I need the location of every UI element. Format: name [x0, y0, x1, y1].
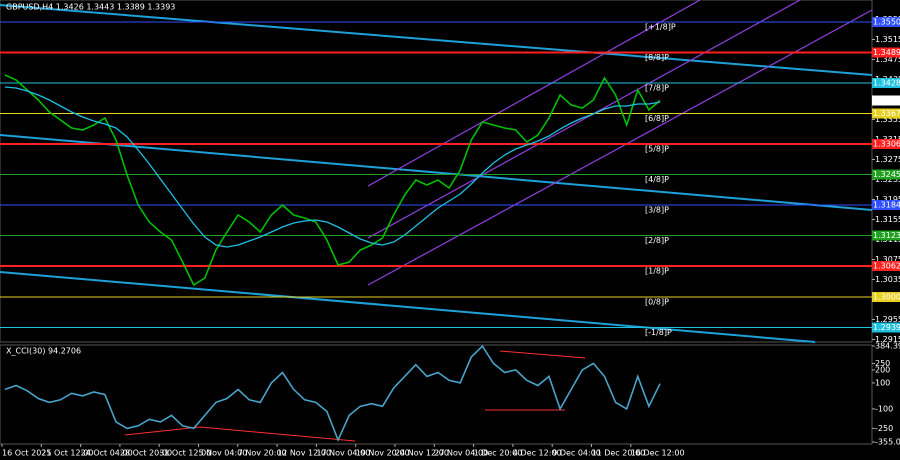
level-price-label: 1.3550	[873, 18, 900, 27]
y-tick-label: 1.3195	[875, 195, 900, 204]
y-tick-label: -250	[875, 424, 893, 433]
time-label: 31 Oct 12:00	[159, 449, 211, 458]
y-tick-label: 1.3515	[875, 35, 900, 44]
indicator-title: X_CCI(30) 94.2706	[6, 347, 81, 356]
trend-line	[0, 4, 873, 76]
level-price-label: 1.3428	[873, 79, 900, 88]
current-price-label: 1.3393	[873, 96, 900, 105]
level-tag: [4/8]P	[645, 175, 669, 184]
level-price-box	[872, 292, 900, 302]
time-label: 1 Dec 20:00	[474, 449, 523, 458]
indicator-panel	[0, 344, 873, 445]
y-tick-label: 1.3155	[875, 215, 900, 224]
level-price-label: 1.3123	[873, 231, 900, 240]
time-label: 16 Oct 2025	[2, 449, 51, 458]
trend-line	[0, 134, 873, 211]
time-label: 5 Nov 04:00	[199, 449, 248, 458]
y-tick-label: 100	[875, 378, 890, 387]
level-tag: [5/8]P	[645, 145, 669, 154]
y-tick-label: 1.3275	[875, 155, 900, 164]
channel-line	[367, 0, 801, 239]
regression-channel	[367, 0, 873, 286]
time-label: 7 Nov 20:00	[238, 449, 287, 458]
level-price-box	[872, 17, 900, 27]
y-tick-label: 1.2915	[875, 335, 900, 344]
level-tag: [-1/8]P	[645, 328, 672, 337]
level-price-box	[872, 78, 900, 88]
divergence	[199, 426, 356, 442]
series-line	[4, 344, 661, 443]
level-price-label: 1.3062	[873, 262, 900, 271]
time-label: 19 Nov 20:00	[356, 449, 410, 458]
time-label: 24 Oct 04:00	[81, 449, 133, 458]
y-tick-label: 1.3475	[875, 55, 900, 64]
level-price-box	[872, 230, 900, 241]
y-tick-label: -100	[875, 404, 893, 413]
time-label: 27 Nov 04:00	[434, 449, 488, 458]
time-label: 17 Nov 04:00	[316, 449, 370, 458]
time-label: 16 Dec 12:00	[631, 449, 685, 458]
y-tick-label: 1.2955	[875, 315, 900, 324]
level-tag: [1/8]P	[645, 267, 669, 276]
y-tick-label: 200	[875, 365, 890, 374]
divergence-lines	[124, 350, 586, 442]
series-line	[4, 74, 661, 287]
level-price-box	[872, 322, 900, 333]
time-label: 4 Dec 12:00	[513, 449, 562, 458]
level-tag: [7/8]P	[645, 84, 669, 93]
level-price-label: 1.3245	[873, 170, 900, 179]
level-price-box	[872, 200, 900, 210]
y-tick-label: -355.0351	[875, 438, 900, 447]
time-label: 12 Nov 12:00	[277, 449, 331, 458]
channel-line	[367, 9, 873, 286]
series-line	[4, 86, 661, 248]
trend-line	[0, 271, 816, 343]
level-price-box	[872, 139, 900, 149]
time-label: 9 Dec 04:00	[552, 449, 601, 458]
y-tick-label: 1.3075	[875, 255, 900, 264]
y-tick-label: 250	[875, 359, 890, 368]
level-price-label: 1.3000	[873, 293, 900, 302]
time-label: 28 Oct 20:00	[120, 449, 172, 458]
level-price-label: 1.3489	[873, 48, 900, 57]
price-panel	[0, 0, 873, 343]
level-tag: [0/8]P	[645, 298, 669, 307]
level-tag: [+1/8]P	[645, 23, 676, 32]
level-price-label: 1.2939	[873, 323, 900, 332]
channel-line	[367, 0, 701, 187]
level-price-box	[872, 169, 900, 180]
y-tick-label: 1.3035	[875, 275, 900, 284]
divergence	[124, 426, 201, 436]
chart-title: GBPUSD,H4 1.3426 1.3443 1.3389 1.3393	[6, 3, 175, 12]
level-price-box	[872, 261, 900, 271]
y-tick-label: 1.3355	[875, 115, 900, 124]
y-tick-label: 384.3971	[875, 342, 900, 351]
time-label: 21 Oct 12:00	[41, 449, 93, 458]
level-price-label: 1.3367	[873, 109, 900, 118]
level-tag: [2/8]P	[645, 236, 669, 245]
current-price-box	[872, 95, 900, 106]
time-label: 24 Nov 12:00	[395, 449, 449, 458]
divergence	[499, 350, 586, 359]
level-tag: [8/8]P	[645, 53, 669, 62]
channels	[0, 4, 873, 343]
level-price-box	[872, 47, 900, 58]
level-price-label: 1.3184	[873, 201, 900, 210]
time-label: 11 Dec 20:00	[592, 449, 646, 458]
level-price-box	[872, 108, 900, 119]
level-tag: [6/8]P	[645, 114, 669, 123]
level-tag: [3/8]P	[645, 206, 669, 215]
level-price-label: 1.3306	[873, 140, 900, 149]
